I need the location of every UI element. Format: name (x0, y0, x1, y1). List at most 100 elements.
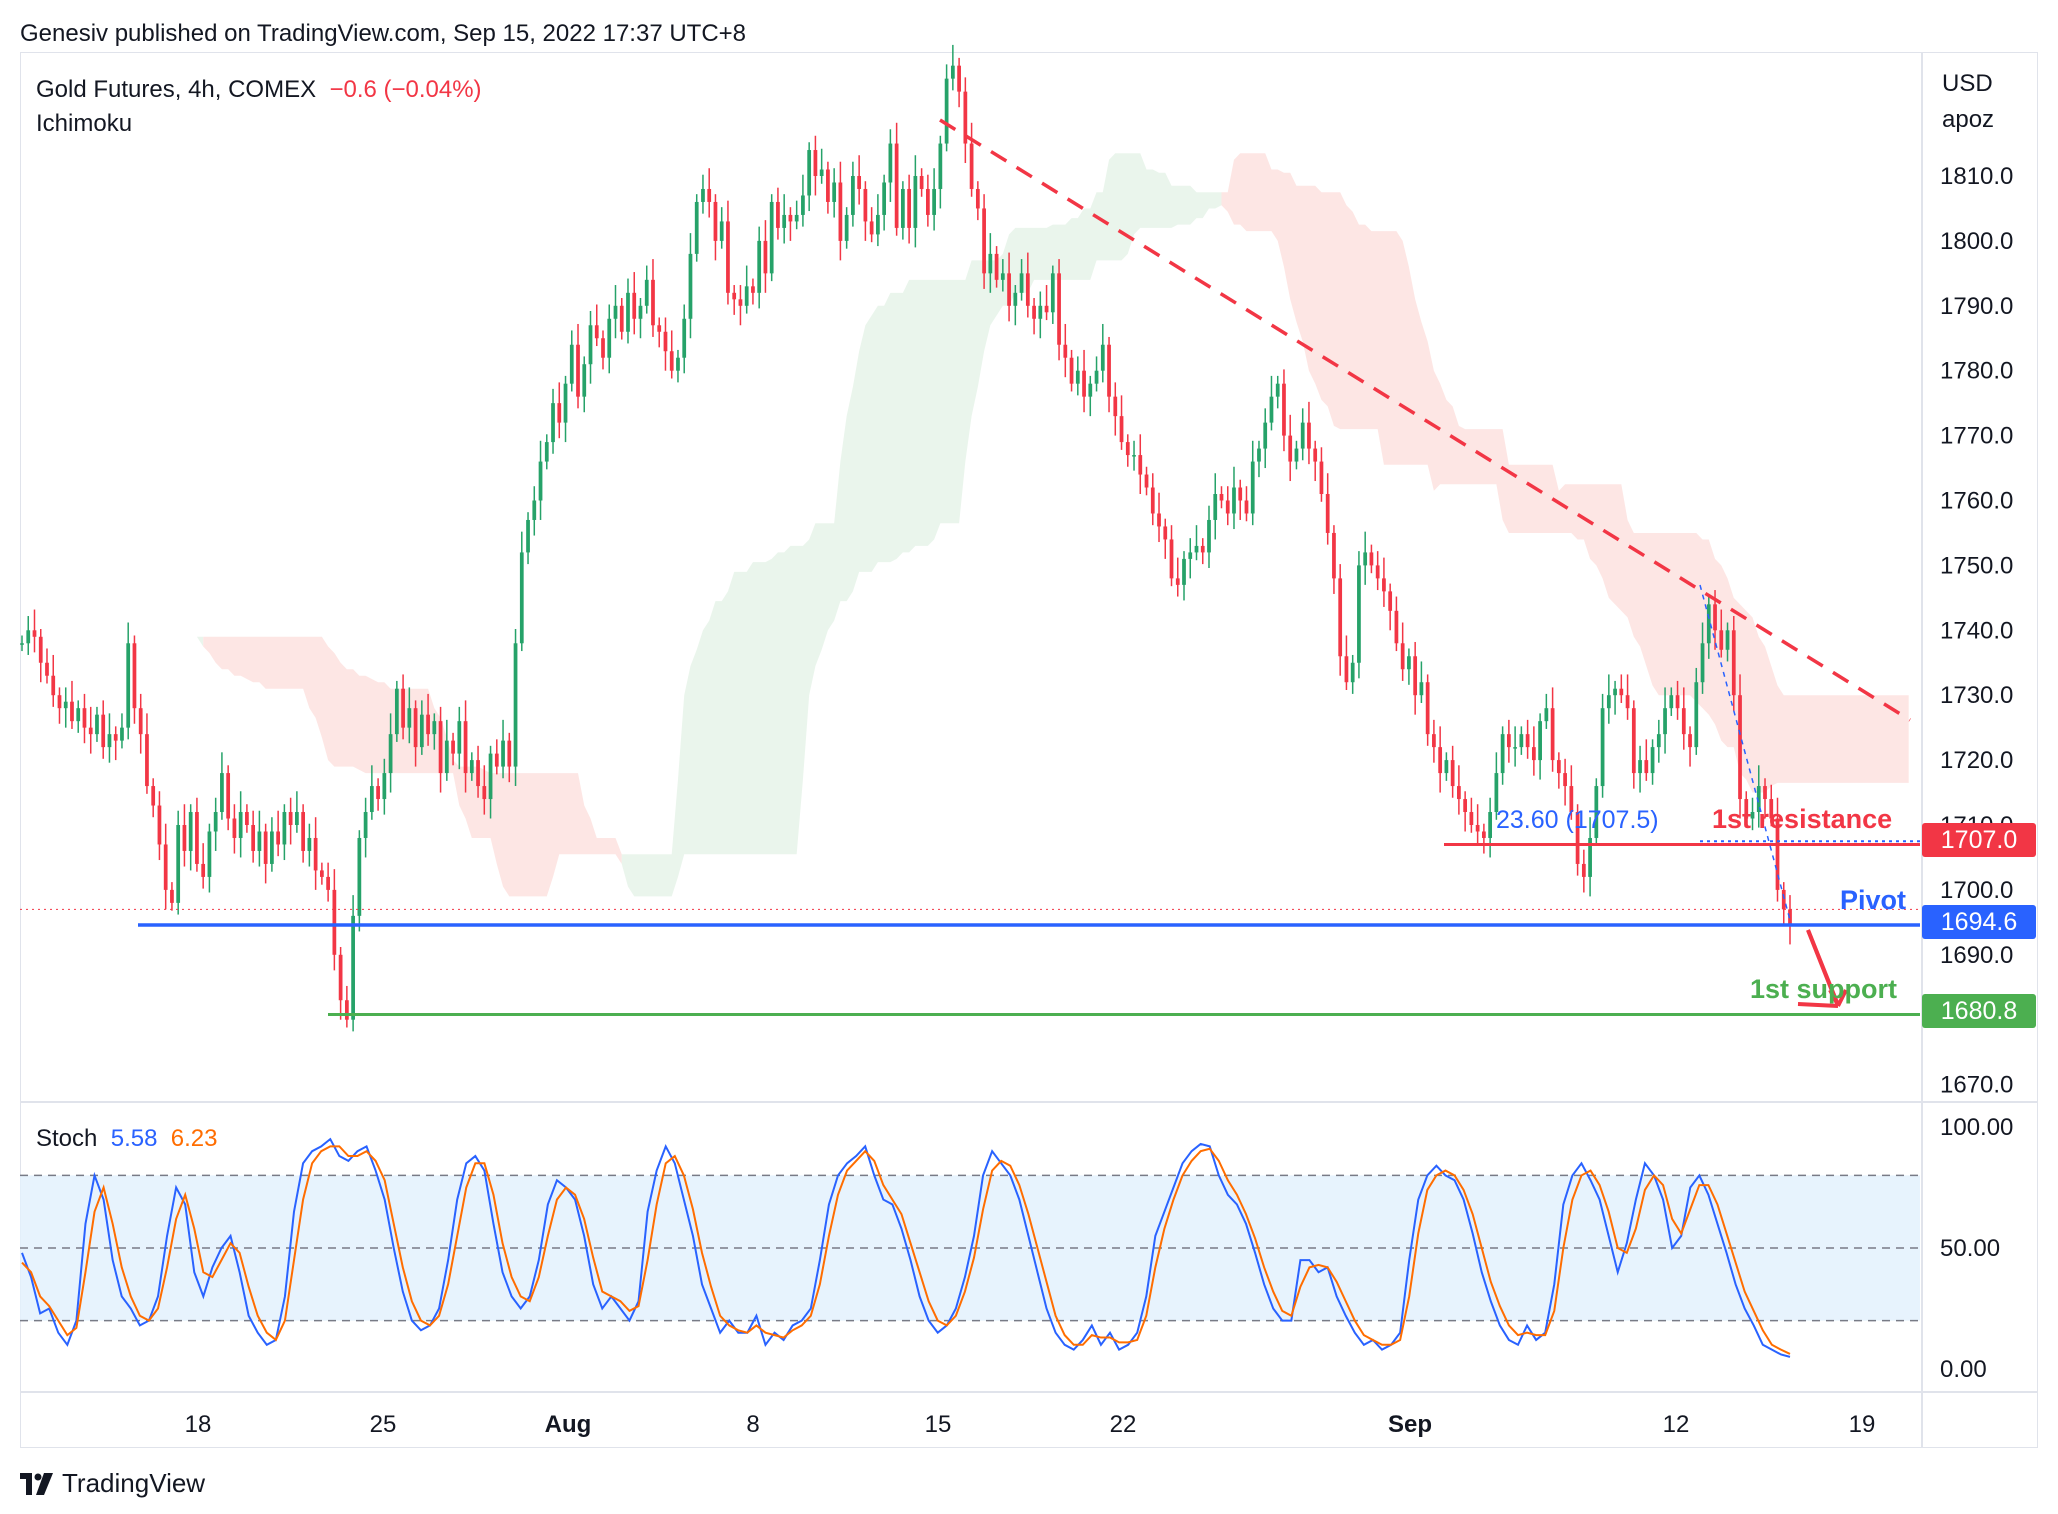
candle-down (1344, 656, 1349, 683)
tradingview-logo[interactable]: TradingView (20, 1468, 205, 1499)
time-tick-label: 22 (1110, 1411, 1137, 1438)
symbol-title: Gold Futures, 4h, COMEX (36, 76, 317, 103)
candle-up (551, 403, 555, 443)
symbol-legend[interactable]: Gold Futures, 4h, COMEX −0.6 (−0.04%) (36, 76, 482, 104)
price-tick-label: 1760.0 (1940, 488, 2013, 515)
candles (20, 44, 1792, 1032)
candle-up (1357, 565, 1361, 663)
candle-up (1094, 370, 1099, 384)
candle-down (763, 240, 768, 274)
candle-down (557, 403, 562, 423)
indicator-legend[interactable]: Ichimoku (36, 110, 133, 137)
candle-up (932, 188, 936, 215)
candle-up (1100, 344, 1105, 371)
candle-down (151, 786, 156, 806)
candle-down (1057, 273, 1061, 345)
candle-down (1007, 273, 1011, 306)
candle-up (295, 812, 299, 825)
candle-up (176, 825, 181, 903)
candle-up (238, 812, 243, 838)
candle-down (263, 831, 268, 864)
stoch-tick-label: 50.00 (1940, 1235, 2000, 1262)
candle-down (313, 837, 318, 871)
candle-down (1457, 786, 1461, 800)
candle-down (376, 786, 380, 800)
pivot-price-tag: 1694.6 (1922, 905, 2036, 939)
price-tick-label: 1730.0 (1940, 682, 2013, 709)
candle-up (901, 188, 905, 228)
candle-down (319, 870, 324, 877)
candle-down (45, 662, 49, 676)
candle-down (1150, 487, 1155, 514)
candle-up (719, 221, 724, 241)
candle-up (876, 214, 880, 235)
candle-up (282, 812, 287, 845)
candle-up (1294, 448, 1299, 462)
candle-up (513, 643, 518, 767)
candle-up (357, 837, 362, 916)
candle-down (1063, 344, 1068, 358)
candle-down (507, 740, 512, 767)
stoch-legend[interactable]: Stoch 5.58 6.23 (36, 1125, 218, 1153)
candle-up (1300, 422, 1305, 449)
candle-down (1482, 831, 1486, 838)
stoch-k-value: 5.58 (110, 1125, 158, 1152)
candle-down (1369, 552, 1374, 566)
candle-up (1500, 734, 1505, 774)
price-tick-label: 1740.0 (1940, 617, 2013, 644)
candle-down (869, 221, 874, 235)
candle-down (975, 188, 980, 209)
candle-down (1738, 695, 1742, 800)
tradingview-icon (20, 1472, 53, 1495)
candle-up (501, 740, 505, 767)
candle-down (1506, 734, 1511, 748)
candle-down (426, 714, 430, 735)
candle-down (1325, 494, 1330, 533)
candle-up (394, 688, 399, 735)
candle-down (132, 643, 137, 709)
candle-down (1719, 630, 1724, 650)
candle-up (1088, 383, 1093, 397)
candle-down (1400, 643, 1405, 670)
candle-down (619, 305, 624, 332)
descending-trendline (939, 118, 1911, 722)
candle-down (101, 714, 106, 748)
candle-up (1038, 305, 1043, 319)
candle-down (1169, 539, 1174, 579)
candle-up (807, 150, 812, 196)
candle-down (857, 176, 862, 189)
levels (20, 118, 1920, 1017)
candle-up (307, 837, 312, 851)
candle-up (950, 65, 955, 79)
price-tick-label: 1780.0 (1940, 358, 2013, 385)
candle-down (1531, 747, 1536, 761)
candle-down (288, 812, 293, 825)
candle-up (363, 812, 368, 838)
candle-down (957, 65, 961, 92)
candle-down (1450, 760, 1455, 787)
candle-up (563, 383, 568, 423)
candle-down (1332, 532, 1336, 579)
currency-label[interactable]: USD apoz (1942, 66, 1994, 138)
candle-down (1107, 344, 1111, 397)
candle-down (1550, 708, 1555, 761)
candle-down (1244, 500, 1249, 514)
candle-down (669, 351, 674, 371)
candle-up (519, 552, 524, 644)
candle-up (1656, 734, 1661, 748)
grid-layer (20, 52, 2038, 1448)
candle-up (270, 831, 274, 864)
candle-down (1225, 500, 1230, 514)
candle-up (1269, 396, 1274, 423)
candle-down (982, 208, 986, 274)
candle-up (613, 305, 618, 319)
candle-up (1488, 812, 1493, 838)
candle-down (1681, 708, 1686, 735)
candle-down (1525, 734, 1530, 748)
candle-up (744, 286, 749, 306)
candle-up (188, 812, 193, 851)
candle-up (1000, 273, 1005, 280)
candle-down (1432, 734, 1436, 748)
candle-down (1375, 565, 1380, 579)
